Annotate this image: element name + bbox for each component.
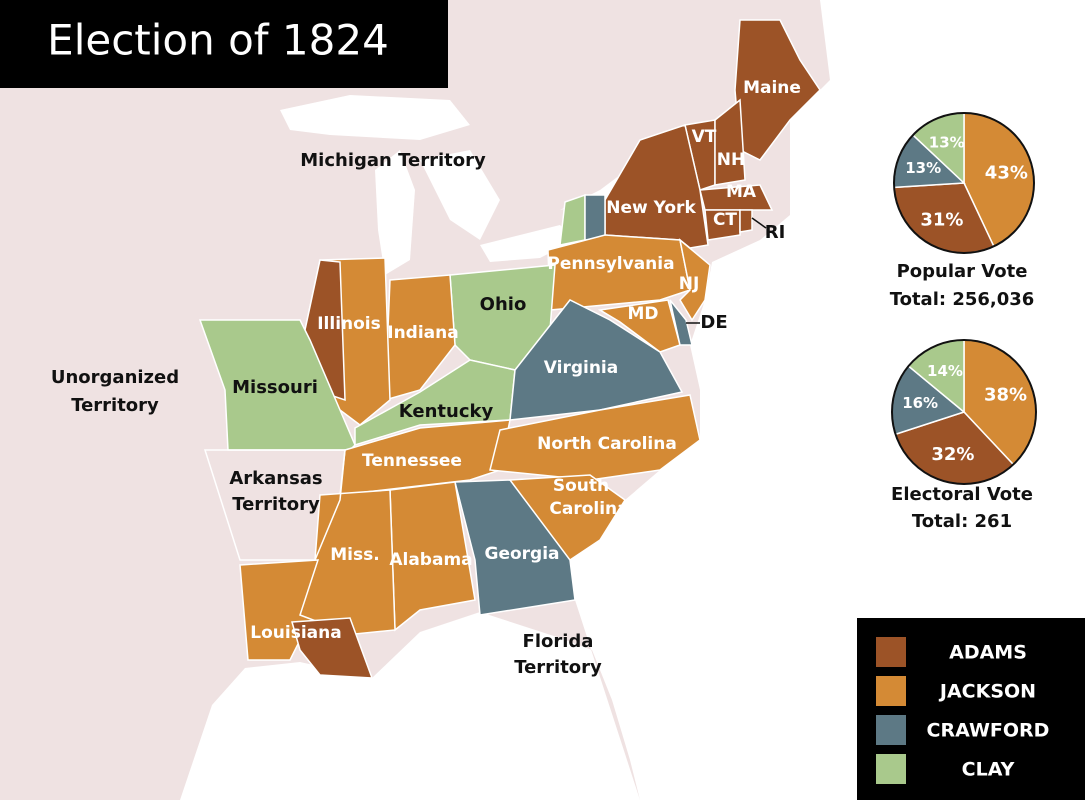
legend-swatch bbox=[876, 754, 906, 784]
legend-label: CRAWFORD bbox=[927, 720, 1050, 742]
map-labels: Maine VT NH MA CT RI New York Pennsylvan… bbox=[51, 78, 801, 678]
state-label: Ohio bbox=[480, 294, 527, 315]
pie-title: Electoral Vote bbox=[891, 484, 1033, 505]
pie-subtitle: Total: 261 bbox=[912, 511, 1012, 532]
state-label: MA bbox=[726, 182, 757, 202]
state-label: NJ bbox=[679, 274, 700, 294]
state-label: Alabama bbox=[389, 550, 472, 570]
state-label: South bbox=[553, 476, 609, 496]
states bbox=[198, 19, 821, 679]
territory-label: Territory bbox=[232, 494, 320, 515]
territory-label: Unorganized bbox=[51, 367, 179, 388]
state-label: Maine bbox=[743, 78, 801, 98]
state-label: Miss. bbox=[330, 545, 379, 565]
pie-subtitle: Total: 256,036 bbox=[890, 289, 1035, 310]
state-label: Georgia bbox=[484, 544, 559, 564]
legend-label: ADAMS bbox=[949, 642, 1027, 664]
state-label: Pennsylvania bbox=[547, 254, 674, 274]
legend-label: JACKSON bbox=[938, 681, 1036, 703]
territory-label: Michigan Territory bbox=[300, 150, 486, 171]
state-label: Kentucky bbox=[399, 401, 494, 422]
state-label: Louisiana bbox=[250, 623, 341, 643]
state-label: Tennessee bbox=[362, 451, 462, 471]
slice-label: 13% bbox=[929, 134, 965, 152]
territory-label: Territory bbox=[71, 395, 159, 416]
slice-label: 38% bbox=[984, 385, 1027, 406]
state-label: Virginia bbox=[544, 358, 618, 378]
territory-label: Florida bbox=[523, 631, 594, 652]
pie-title: Popular Vote bbox=[897, 261, 1028, 282]
legend-label: CLAY bbox=[962, 759, 1015, 781]
state-label: New York bbox=[606, 198, 696, 218]
pie-outline bbox=[893, 112, 1035, 254]
legend-swatch bbox=[876, 715, 906, 745]
slice-label: 43% bbox=[985, 163, 1028, 184]
title-box bbox=[0, 0, 448, 88]
pie-outline bbox=[891, 339, 1037, 485]
state-label: Carolina bbox=[549, 499, 628, 519]
state-label: NH bbox=[717, 150, 745, 170]
title: Election of 1824 bbox=[47, 16, 389, 65]
slice-label: 32% bbox=[931, 444, 974, 465]
state-label: Indiana bbox=[387, 323, 458, 343]
state-label: Missouri bbox=[232, 377, 318, 398]
state-label: VT bbox=[692, 127, 717, 147]
territory-label: Arkansas bbox=[229, 468, 322, 489]
territory-label: Territory bbox=[514, 657, 602, 678]
slice-label: 13% bbox=[905, 159, 941, 177]
state-label: Illinois bbox=[317, 314, 381, 334]
slice-label: 14% bbox=[927, 362, 963, 380]
state-label: MD bbox=[627, 304, 658, 324]
legend-swatch bbox=[876, 676, 906, 706]
state-label: CT bbox=[713, 210, 737, 230]
slice-label: 16% bbox=[902, 394, 938, 412]
slice-label: 31% bbox=[920, 209, 963, 230]
legend-swatch bbox=[876, 637, 906, 667]
state-label: DE bbox=[700, 312, 727, 333]
state-label: RI bbox=[765, 222, 786, 243]
state-label: North Carolina bbox=[537, 434, 677, 454]
